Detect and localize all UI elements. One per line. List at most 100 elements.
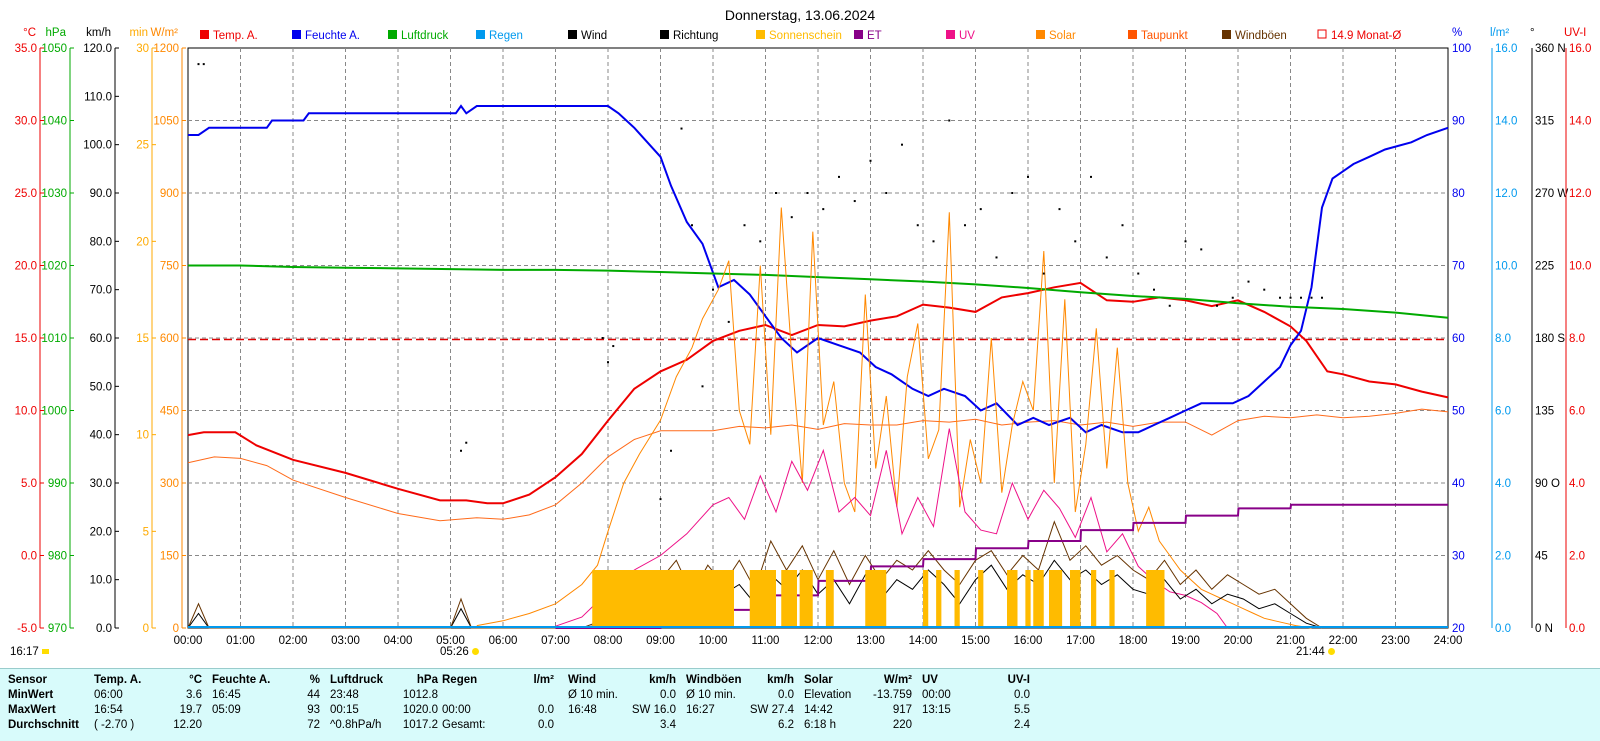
stats-cell: 220 <box>892 719 912 731</box>
left-axis-tick-label: 30 <box>136 43 149 55</box>
right-axis-tick-label: 30 <box>1452 551 1465 563</box>
series-richtung <box>197 63 1323 501</box>
legend-swatch <box>388 30 397 39</box>
sunrise-label: 05:26 <box>440 646 479 658</box>
x-tick-label: 21:00 <box>1276 635 1305 647</box>
left-axis-tick-label: 25 <box>136 140 149 152</box>
x-tick-label: 03:00 <box>331 635 360 647</box>
direction-point <box>465 441 468 444</box>
direction-point <box>691 224 693 227</box>
legend-label: ET <box>867 30 882 42</box>
x-tick-label: 13:00 <box>856 635 885 647</box>
left-axis-unit: W/m² <box>151 27 179 39</box>
legend-swatch <box>200 30 209 39</box>
stats-cell: Feuchte A. <box>212 674 271 686</box>
left-axis-tick-label: 30.0 <box>15 116 37 128</box>
stats-cell: 00:00 <box>922 689 951 701</box>
stats-cell: Temp. A. <box>94 674 142 686</box>
right-axis-tick-label: 0 N <box>1535 623 1553 635</box>
series-taupunkt <box>187 408 1449 522</box>
stats-cell: 3.4 <box>660 719 676 731</box>
series-luftdruck <box>188 264 1449 319</box>
left-axis-tick-label: 90.0 <box>90 188 112 200</box>
stats-cell: 1017.2 <box>402 719 438 731</box>
legend-label: Wind <box>581 30 607 42</box>
right-axis-tick-label: 2.0 <box>1569 551 1585 563</box>
x-tick-label: 06:00 <box>489 635 518 647</box>
right-axis-tick-label: 14.0 <box>1495 116 1517 128</box>
stats-cell: Windböen <box>686 674 742 686</box>
legend-swatch <box>1317 29 1327 39</box>
direction-point <box>1027 175 1029 178</box>
left-axis-tick-label: 25.0 <box>15 188 37 200</box>
right-axis-tick-label: 16.0 <box>1495 43 1517 55</box>
direction-point <box>1153 288 1155 291</box>
legend-label: Feuchte A. <box>305 30 360 42</box>
stats-cell: 6:18 h <box>804 719 836 731</box>
stats-cell: km/h <box>767 674 794 686</box>
left-axis-tick-label: 1050 <box>153 116 179 128</box>
series-temp-a- <box>187 281 1449 505</box>
left-axis-tick-label: 120.0 <box>83 43 112 55</box>
direction-point <box>1090 175 1092 178</box>
direction-point <box>885 192 888 194</box>
right-axis-unit: UV-I <box>1564 27 1586 39</box>
direction-point <box>1247 280 1250 283</box>
stats-cell: 5.5 <box>1014 704 1030 716</box>
direction-point <box>901 143 903 146</box>
left-axis-tick-label: 750 <box>160 261 179 273</box>
legend-label: Temp. A. <box>213 30 258 42</box>
x-tick-label: 07:00 <box>541 635 570 647</box>
sunset-time-text: 21:44 <box>1296 646 1325 658</box>
right-axis-unit: % <box>1452 27 1462 39</box>
left-axis-tick-label: 980 <box>48 551 67 563</box>
x-tick-label: 04:00 <box>384 635 413 647</box>
stats-cell: Luftdruck <box>330 674 384 686</box>
stats-cell: Gesamt: <box>442 719 486 731</box>
right-axis-tick-label: 4.0 <box>1495 478 1511 490</box>
left-axis-tick-label: 80.0 <box>90 236 112 248</box>
stats-cell: UV-I <box>1007 674 1030 686</box>
stats-cell: ^0.8hPa/h <box>330 719 382 731</box>
right-axis-tick-label: 135 <box>1535 406 1554 418</box>
legend-label: Taupunkt <box>1141 30 1188 42</box>
chart-title: Donnerstag, 13.06.2024 <box>725 7 875 23</box>
direction-point <box>743 224 746 227</box>
left-axis-tick-label: 15 <box>136 333 149 345</box>
left-axis-tick-label: 300 <box>160 478 179 490</box>
x-tick-label: 09:00 <box>646 635 675 647</box>
right-axis-tick-label: 10.0 <box>1495 261 1517 273</box>
sunshine-bar <box>954 570 960 628</box>
left-axis-tick-label: 40.0 <box>90 430 112 442</box>
right-axis-tick-label: 360 N <box>1535 43 1566 55</box>
sunshine-bar <box>1070 570 1081 628</box>
sunshine-bar <box>1146 570 1165 628</box>
direction-point <box>838 175 840 178</box>
right-axis-tick-label: 2.0 <box>1495 551 1511 563</box>
direction-point <box>1137 272 1140 275</box>
series-solar <box>476 207 1312 629</box>
direction-point <box>979 208 982 211</box>
x-tick-label: 16:00 <box>1014 635 1043 647</box>
direction-point <box>1042 272 1045 275</box>
direction-point <box>1231 296 1234 299</box>
sunshine-bar <box>923 570 929 628</box>
legend-label: UV <box>959 30 975 42</box>
x-tick-label: 12:00 <box>804 635 833 647</box>
direction-point <box>853 200 856 203</box>
stats-cell: % <box>309 674 320 686</box>
sunrise-marker-icon <box>471 648 479 656</box>
direction-point <box>601 337 604 339</box>
right-axis-tick-label: 60 <box>1452 333 1465 345</box>
x-tick-label: 10:00 <box>699 635 728 647</box>
x-tick-label: 24:00 <box>1434 635 1463 647</box>
stats-cell: UV <box>922 674 938 686</box>
left-axis-tick-label: 970 <box>48 623 67 635</box>
sunshine-bar <box>592 570 734 628</box>
legend-swatch <box>660 30 669 39</box>
left-axis-tick-label: 1200 <box>153 43 179 55</box>
direction-point <box>948 119 951 122</box>
legend-label: Regen <box>489 30 523 42</box>
left-axis-tick-label: 70.0 <box>90 285 112 297</box>
direction-point <box>964 224 966 227</box>
